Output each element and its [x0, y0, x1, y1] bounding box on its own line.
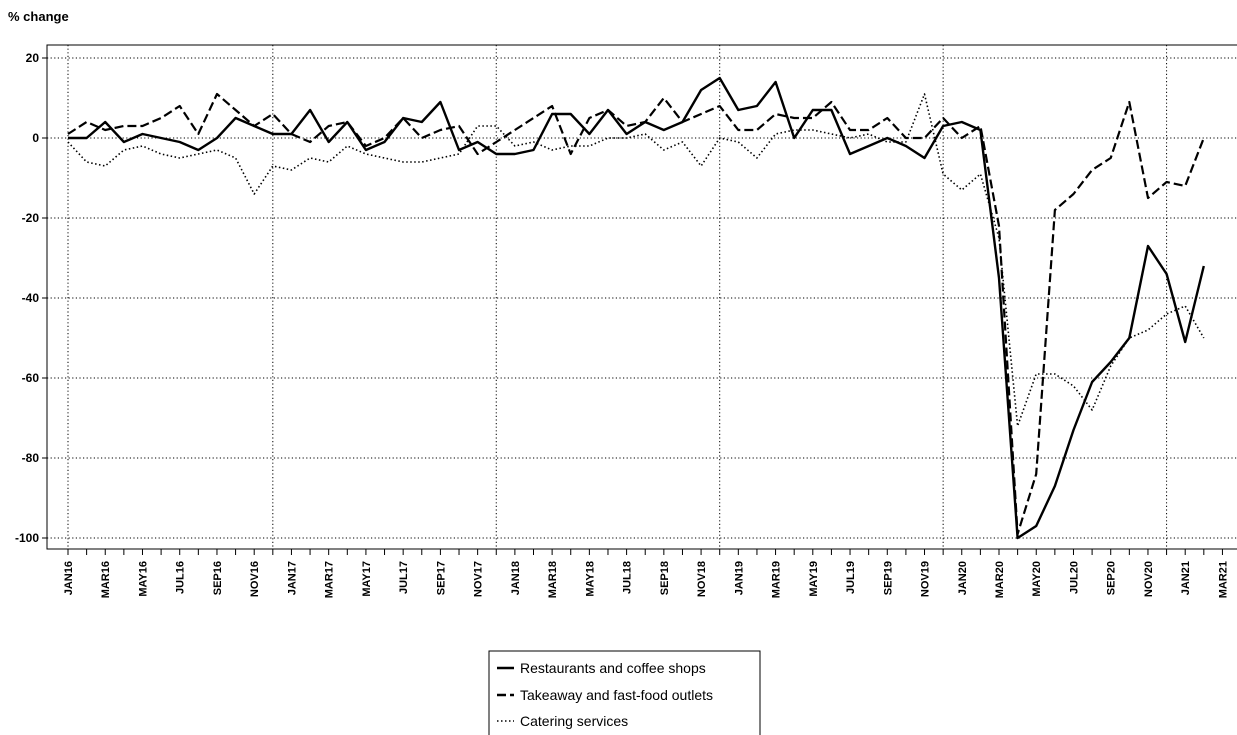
x-tick-label: MAY16: [137, 561, 149, 597]
x-tick-label: SEP20: [1106, 561, 1118, 595]
series-line-catering: [67, 93, 1205, 427]
y-tick-label: -20: [22, 211, 40, 225]
y-tick-label: -100: [15, 531, 39, 545]
plot-frame: [46, 44, 1237, 550]
x-tick-label: NOV18: [696, 561, 708, 597]
x-tick-label: MAY19: [808, 561, 820, 597]
x-tick-label: MAR16: [100, 561, 112, 598]
x-tick-label: JUL19: [845, 561, 857, 594]
legend: Restaurants and coffee shops Takeaway an…: [488, 650, 761, 735]
x-tick-label: NOV20: [1143, 561, 1155, 597]
x-tick-label: MAR18: [547, 561, 559, 598]
x-tick-label: MAR21: [1217, 561, 1229, 598]
legend-label-restaurants: Restaurants and coffee shops: [520, 660, 706, 676]
x-tick-label: JAN17: [286, 561, 298, 595]
x-tick-label: JAN18: [510, 561, 522, 595]
y-tick-label: 20: [26, 51, 40, 65]
y-tick-label: -60: [22, 371, 40, 385]
x-tick-label: MAR19: [771, 561, 783, 598]
series-line-takeaway: [67, 92, 1205, 536]
x-tick-label: MAY18: [584, 561, 596, 597]
x-tick-label: MAY17: [361, 561, 373, 597]
x-tick-label: NOV16: [249, 561, 261, 597]
x-tick-label: MAR17: [324, 561, 336, 598]
x-tick-label: JAN20: [957, 561, 969, 595]
series-line-restaurants: [68, 76, 1205, 540]
grid-lines: [47, 45, 1237, 549]
x-tick-label: JAN19: [733, 561, 745, 595]
x-tick-label: JUL18: [622, 561, 634, 594]
y-tick-label: 0: [32, 131, 39, 145]
x-tick-label: JAN16: [63, 561, 75, 595]
legend-label-takeaway: Takeaway and fast-food outlets: [520, 687, 713, 703]
legend-box: [488, 650, 761, 735]
x-tick-label: NOV19: [920, 561, 932, 597]
x-tick-label: NOV17: [473, 561, 485, 597]
y-tick-label: -40: [22, 291, 40, 305]
x-tick-label: JUL17: [398, 561, 410, 594]
x-tick-label: SEP18: [659, 561, 671, 595]
x-tick-label: SEP16: [212, 561, 224, 595]
x-tick-label: JUL16: [175, 561, 187, 594]
x-tick-label: JAN21: [1180, 561, 1192, 595]
legend-label-catering: Catering services: [520, 713, 628, 729]
y-axis: 20 0 -20 -40 -60 -80 -100: [15, 51, 47, 545]
x-tick-label: SEP17: [435, 561, 447, 595]
x-tick-label: MAR20: [994, 561, 1006, 598]
x-tick-label: JUL20: [1068, 561, 1080, 594]
x-axis: JAN16 MAR16 MAY16 JUL16 SEP16 NOV16 JAN17 MAR17…: [63, 549, 1229, 598]
y-tick-label: -80: [22, 451, 40, 465]
series-lines: [67, 76, 1205, 540]
y-axis-label: % change: [8, 9, 69, 24]
x-tick-label: SEP19: [882, 561, 894, 595]
x-tick-label: MAY20: [1031, 561, 1043, 597]
